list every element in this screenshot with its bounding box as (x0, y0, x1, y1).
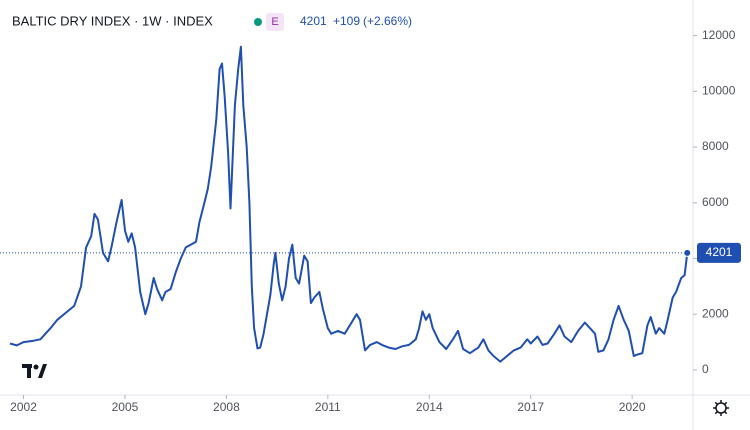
y-tick-label: 8000 (702, 139, 729, 153)
price-line (9, 45, 689, 363)
price-tag (697, 242, 741, 263)
y-tick-label: 0 (702, 362, 709, 376)
change-pct: (+2.66%) (363, 14, 412, 28)
x-tick-label: 2011 (315, 400, 341, 414)
badge (266, 13, 284, 31)
x-tick-label: 2020 (619, 400, 646, 414)
x-tick-label: 2002 (10, 400, 37, 414)
change: +109 (333, 14, 360, 28)
y-tick-label: 6000 (702, 195, 729, 209)
x-tick-label: 2017 (517, 400, 544, 414)
chart-title: BALTIC DRY INDEX · 1W · INDEX (12, 13, 213, 28)
x-tick-label: 2014 (416, 400, 443, 414)
settings-icon[interactable] (713, 400, 729, 416)
y-tick-label: 2000 (702, 306, 729, 320)
x-tick-label: 2008 (213, 400, 240, 414)
exchange-badge: E (271, 16, 278, 28)
last-value: 4201 (300, 14, 327, 28)
status-dot (254, 18, 262, 26)
logo (22, 364, 47, 378)
price-tag-label: 4201 (706, 245, 733, 259)
y-tick-label: 12000 (702, 28, 736, 42)
y-tick-label: 10000 (702, 84, 736, 98)
x-tick-label: 2005 (112, 400, 139, 414)
last-point (683, 248, 692, 257)
